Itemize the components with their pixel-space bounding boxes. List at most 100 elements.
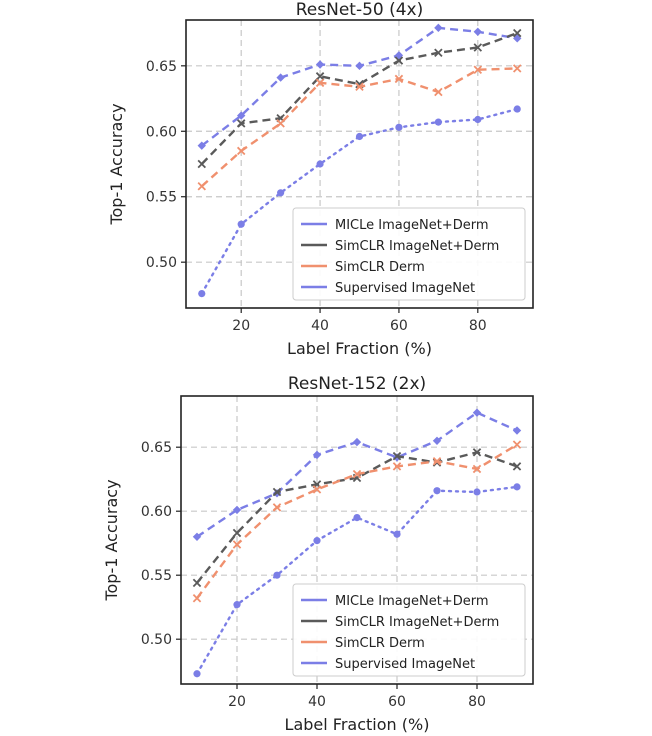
data-point bbox=[433, 487, 441, 495]
data-point bbox=[472, 408, 482, 417]
y-tick-label: 0.50 bbox=[141, 632, 172, 648]
data-point bbox=[513, 105, 521, 113]
series-line bbox=[195, 485, 519, 675]
data-point bbox=[272, 487, 282, 497]
data-point bbox=[473, 43, 483, 52]
x-tick-label: 80 bbox=[469, 318, 487, 334]
x-tick-label: 60 bbox=[390, 318, 408, 334]
y-axis-label: Top-1 Accuracy bbox=[107, 103, 126, 225]
data-point bbox=[197, 141, 206, 150]
legend-entry: SimCLR ImageNet+Derm bbox=[335, 239, 499, 254]
data-point bbox=[236, 119, 246, 128]
y-tick-label: 0.50 bbox=[146, 255, 177, 271]
data-point bbox=[512, 440, 522, 449]
series-simclr-imagenet-derm bbox=[197, 28, 522, 169]
legend-entry: MICLe ImageNet+Derm bbox=[335, 218, 489, 233]
data-point bbox=[273, 571, 281, 579]
x-tick-label: 40 bbox=[311, 318, 329, 334]
data-point bbox=[197, 182, 207, 191]
legend-entry: SimCLR ImageNet+Derm bbox=[335, 615, 499, 630]
legend-entry: SimCLR Derm bbox=[335, 636, 425, 651]
legend-box bbox=[292, 583, 526, 677]
data-point bbox=[313, 537, 321, 545]
data-point bbox=[395, 123, 403, 131]
series-micle bbox=[192, 408, 522, 541]
data-point bbox=[192, 594, 202, 603]
series-line bbox=[200, 31, 518, 165]
data-point bbox=[232, 505, 242, 515]
data-point bbox=[355, 132, 364, 141]
x-tick-label: 40 bbox=[308, 694, 326, 710]
data-point bbox=[236, 146, 246, 156]
legend: MICLe ImageNet+Derm SimCLR ImageNet+Derm S… bbox=[292, 207, 526, 301]
data-point bbox=[393, 530, 401, 538]
data-point bbox=[352, 469, 362, 479]
series-supervised bbox=[193, 483, 521, 678]
data-point bbox=[353, 514, 361, 522]
legend: MICLe ImageNet+Derm SimCLR ImageNet+Derm S… bbox=[292, 583, 526, 677]
chart-panel-resnet152: ResNet-152 (2x) 20 40 60 80 0.50 0.55 0.60 0.65 L… bbox=[102, 374, 534, 734]
data-point bbox=[355, 82, 364, 91]
x-tick-label: 60 bbox=[388, 694, 406, 710]
data-point bbox=[512, 426, 522, 435]
x-tick-label: 80 bbox=[468, 694, 486, 710]
y-tick-label: 0.60 bbox=[146, 124, 177, 140]
data-point bbox=[392, 462, 402, 471]
data-point bbox=[316, 160, 324, 168]
data-point bbox=[232, 528, 242, 538]
data-point bbox=[315, 60, 325, 69]
series-simclr-derm bbox=[192, 440, 522, 603]
data-point bbox=[315, 72, 325, 81]
data-point bbox=[513, 483, 521, 491]
plot-frame bbox=[180, 395, 534, 685]
data-point bbox=[276, 119, 285, 128]
x-axis-label: Label Fraction (%) bbox=[287, 339, 432, 358]
chart-title: ResNet-152 (2x) bbox=[288, 374, 426, 394]
data-point bbox=[192, 532, 202, 541]
data-point bbox=[513, 34, 522, 43]
chart-title: ResNet-50 (4x) bbox=[296, 0, 424, 20]
data-point bbox=[233, 601, 241, 609]
data-point bbox=[432, 436, 442, 445]
data-point bbox=[352, 437, 362, 447]
legend-entry: MICLe ImageNet+Derm bbox=[335, 594, 489, 609]
series-simclr-derm bbox=[197, 64, 522, 191]
y-tick-label: 0.65 bbox=[146, 59, 177, 75]
data-point bbox=[232, 540, 242, 549]
data-point bbox=[394, 74, 404, 84]
legend-entry: SimCLR Derm bbox=[335, 260, 425, 275]
data-point bbox=[474, 115, 482, 124]
chart-panel-resnet50: ResNet-50 (4x) 20 40 60 80 0.50 0.55 0.60 0.65 La… bbox=[107, 0, 534, 358]
data-point bbox=[432, 457, 442, 466]
data-point bbox=[237, 111, 246, 120]
data-point bbox=[512, 462, 522, 471]
series-supervised bbox=[198, 105, 521, 298]
data-point bbox=[198, 290, 206, 298]
data-point bbox=[193, 670, 201, 678]
data-point bbox=[434, 87, 443, 97]
legend-entry: Supervised ImageNet bbox=[335, 657, 475, 672]
data-point bbox=[312, 485, 322, 494]
data-point bbox=[272, 503, 282, 512]
data-point bbox=[472, 448, 482, 457]
legend-box bbox=[292, 207, 526, 301]
data-point bbox=[512, 28, 522, 38]
y-tick-label: 0.55 bbox=[146, 190, 177, 206]
data-point bbox=[197, 159, 207, 169]
data-point bbox=[237, 220, 245, 228]
data-point bbox=[432, 458, 442, 467]
data-point bbox=[473, 27, 482, 36]
y-tick-label: 0.55 bbox=[141, 568, 172, 584]
data-point bbox=[434, 118, 442, 126]
data-point bbox=[276, 73, 285, 82]
data-point bbox=[473, 488, 481, 496]
x-tick-label: 20 bbox=[232, 318, 250, 334]
data-point bbox=[277, 189, 285, 197]
y-axis-label: Top-1 Accuracy bbox=[102, 479, 121, 601]
y-tick-label: 0.60 bbox=[141, 504, 172, 520]
x-axis-label: Label Fraction (%) bbox=[285, 715, 430, 734]
data-point bbox=[472, 464, 482, 474]
data-point bbox=[312, 450, 322, 460]
data-point bbox=[434, 23, 443, 33]
